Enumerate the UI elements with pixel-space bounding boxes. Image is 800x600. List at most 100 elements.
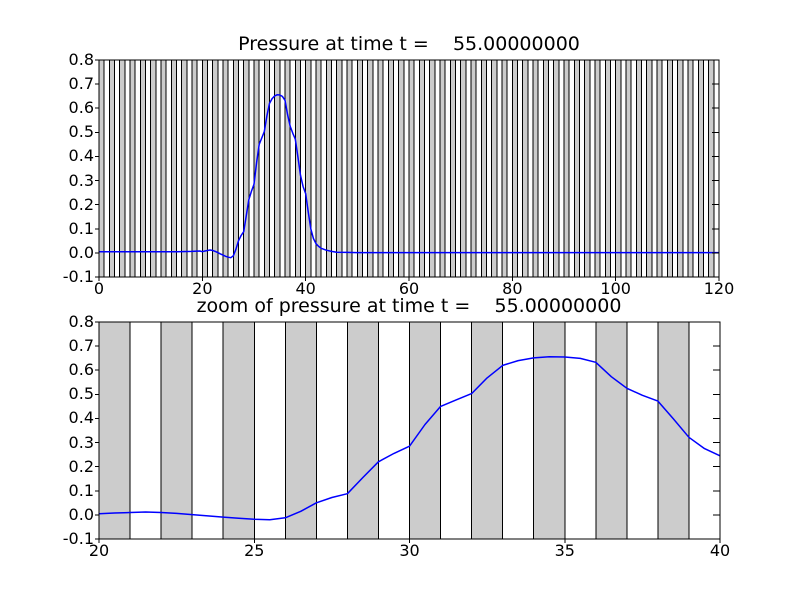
y-tick-label: 0.6: [68, 360, 94, 380]
medium-layer-band: [470, 59, 477, 278]
x-tick-label: 20: [192, 279, 213, 298]
medium-layer-band: [594, 59, 601, 278]
medium-layer-band: [408, 59, 415, 278]
medium-layer-band: [480, 59, 487, 278]
medium-layer-band: [119, 59, 126, 278]
medium-layer-band: [439, 59, 446, 278]
medium-layer-band: [139, 59, 147, 278]
medium-layer-band: [522, 59, 529, 278]
medium-layer-band: [657, 321, 690, 540]
x-tick-label: 40: [709, 541, 731, 560]
y-tick-label: 0.4: [68, 408, 94, 428]
medium-layer-band: [409, 321, 442, 540]
medium-layer-band: [635, 59, 643, 278]
medium-layer-band: [491, 59, 498, 278]
medium-layer-band: [284, 321, 317, 540]
x-tick-label: 30: [399, 541, 420, 560]
medium-layer-band: [212, 59, 219, 278]
x-tick-label: 100: [600, 279, 631, 298]
medium-layer-band: [687, 59, 694, 278]
x-tick-label: 60: [398, 279, 420, 298]
y-tick-label: 0.1: [68, 480, 94, 500]
y-tick-label: 0.8: [68, 50, 94, 69]
medium-layer-band: [697, 59, 705, 278]
medium-layer-band: [511, 59, 519, 278]
medium-layer-band: [222, 321, 255, 540]
medium-layer-band: [398, 59, 405, 278]
medium-layer-band: [449, 59, 456, 278]
y-tick-label: 0.2: [68, 456, 94, 476]
medium-layer-band: [615, 59, 622, 278]
y-tick-label: 0.8: [68, 312, 94, 331]
y-tick-label: 0.6: [68, 98, 94, 118]
medium-layer-band: [656, 59, 663, 278]
y-tick-label: 0.3: [68, 170, 94, 190]
medium-layer-band: [553, 59, 560, 278]
medium-layer-band: [150, 59, 157, 278]
medium-layer-band: [243, 59, 250, 278]
medium-layer-band: [460, 59, 467, 278]
medium-layer-band: [708, 59, 715, 278]
medium-layer-band: [377, 59, 384, 278]
y-tick-label: 0.2: [68, 194, 94, 214]
medium-layer-band: [98, 59, 105, 278]
y-tick-label: 0.7: [68, 336, 94, 356]
medium-layer-band: [429, 59, 436, 278]
medium-layer-band: [418, 59, 425, 278]
medium-layer-band: [160, 321, 193, 540]
medium-layer-band: [170, 59, 178, 278]
y-tick-label: -0.1: [62, 267, 94, 286]
medium-layer-band: [573, 59, 581, 278]
medium-layer-band: [532, 59, 539, 278]
medium-layer-band: [533, 321, 566, 540]
y-tick-label: 0.0: [68, 504, 94, 524]
medium-layer-band: [367, 59, 374, 278]
pressure-zoom-curve: [98, 355, 721, 521]
bottom-plot-title: zoom of pressure at time t = 55.00000000: [196, 295, 622, 317]
y-tick-label: 0.1: [68, 218, 94, 238]
x-tick-label: 25: [244, 541, 265, 560]
medium-layer-band: [336, 59, 343, 278]
medium-layer-band: [108, 59, 116, 278]
medium-layer-band: [356, 59, 363, 278]
medium-layer-band: [501, 59, 508, 278]
medium-layer-band: [129, 59, 136, 278]
medium-layer-band: [563, 59, 570, 278]
medium-layer-band: [98, 321, 131, 540]
medium-layer-band: [677, 59, 684, 278]
medium-layer-band: [274, 59, 281, 278]
y-tick-label: -0.1: [62, 529, 94, 548]
medium-layer-band: [201, 59, 209, 278]
medium-layer-band: [305, 59, 312, 278]
medium-layer-band: [284, 59, 291, 278]
medium-layer-band: [542, 59, 550, 278]
medium-layer-band: [346, 59, 353, 278]
medium-layer-band: [263, 59, 270, 278]
y-tick-label: 0.0: [68, 242, 94, 262]
x-tick-label: 0: [93, 279, 105, 298]
y-tick-label: 0.4: [68, 146, 94, 166]
x-tick-label: 35: [554, 541, 575, 560]
medium-layer-band: [625, 59, 632, 278]
x-tick-label: 40: [295, 279, 316, 298]
medium-layer-band: [181, 59, 188, 278]
top-plot-title: Pressure at time t = 55.00000000: [238, 33, 580, 55]
medium-layer-band: [584, 59, 591, 278]
y-tick-label: 0.5: [68, 384, 94, 404]
medium-layer-band: [604, 59, 612, 278]
medium-layer-band: [222, 59, 229, 278]
x-tick-label: 80: [502, 279, 523, 298]
x-tick-label: 120: [703, 279, 735, 298]
medium-layer-band: [191, 59, 198, 278]
y-tick-label: 0.3: [68, 432, 94, 452]
medium-layer-band: [471, 321, 504, 540]
medium-layer-band: [160, 59, 167, 278]
medium-layer-band: [325, 59, 332, 278]
y-tick-label: 0.7: [68, 74, 94, 94]
medium-layer-band: [387, 59, 394, 278]
medium-layer-band: [346, 321, 379, 540]
medium-layer-band: [666, 59, 674, 278]
y-tick-label: 0.5: [68, 122, 94, 142]
